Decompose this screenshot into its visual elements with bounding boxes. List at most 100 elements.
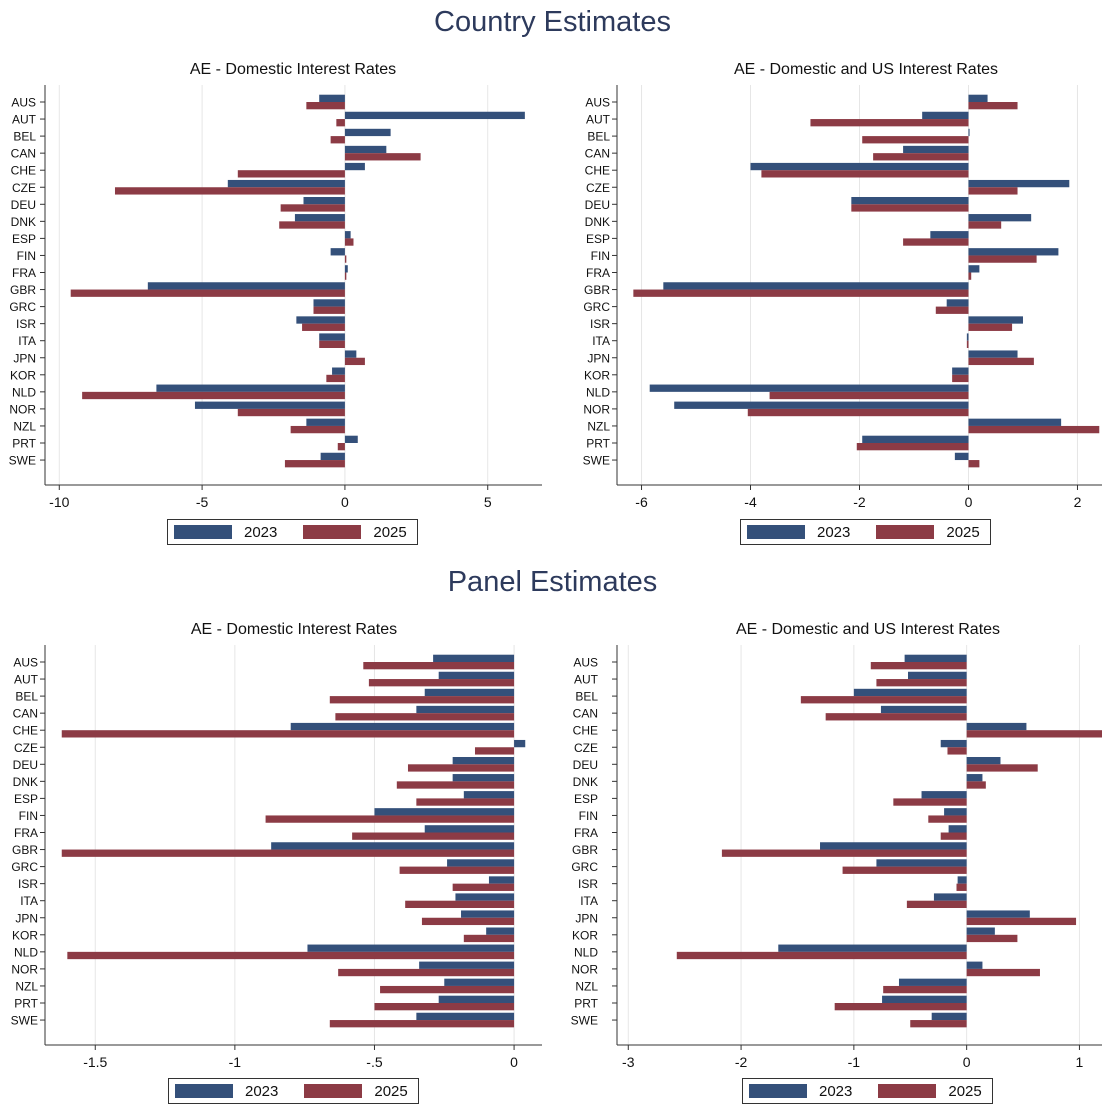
- category-label-che: CHE: [573, 724, 598, 738]
- bar-nzl-2025: [883, 985, 967, 994]
- bar-aus-2023: [319, 94, 345, 102]
- category-label-cze: CZE: [14, 741, 38, 755]
- bar-kor-2025: [966, 934, 1018, 943]
- bar-bel-2025: [330, 136, 345, 144]
- category-label-isr: ISR: [16, 317, 36, 331]
- category-label-dnk: DNK: [573, 775, 598, 789]
- panel-estimates-title: Panel Estimates: [447, 566, 658, 598]
- category-label-fin: FIN: [19, 809, 38, 823]
- legend-country-domestic-us: 2023 2025: [740, 519, 991, 545]
- bar-can-2025: [873, 153, 969, 161]
- bar-grc-2025: [842, 866, 967, 874]
- legend-panel-domestic-us: 2023 2025: [742, 1078, 993, 1104]
- bar-swe-2023: [931, 1012, 967, 1021]
- category-label-gbr: GBR: [12, 843, 38, 857]
- bar-gbr-2023: [820, 842, 967, 850]
- bar-kor-2025: [463, 934, 515, 943]
- bar-nld-2025: [769, 391, 969, 400]
- bar-nzl-2023: [968, 418, 1062, 426]
- bar-cze-2023: [227, 179, 345, 188]
- bar-gbr-2025: [633, 289, 969, 297]
- x-tick-label: -2: [735, 1054, 748, 1070]
- category-label-ita: ITA: [18, 334, 36, 348]
- category-label-deu: DEU: [11, 198, 36, 212]
- bar-isr-2025: [302, 323, 345, 331]
- chart-country-domestic-us: AE - Domestic and US Interest Rates AUS AU…: [583, 61, 1102, 510]
- bar-deu-2023: [851, 197, 969, 205]
- category-label-aus: AUS: [11, 96, 36, 110]
- category-label-swe: SWE: [583, 454, 610, 468]
- chart-country-domestic: AE - Domestic Interest Rates AUS AUT BEL CAN…: [9, 61, 542, 510]
- bar-cze-2023: [514, 739, 526, 748]
- bar-prt-2023: [438, 995, 515, 1003]
- legend-swatch-2025: [304, 1084, 363, 1098]
- bar-ita-2025: [405, 900, 515, 908]
- category-label-isr: ISR: [590, 317, 610, 331]
- category-label-nld: NLD: [12, 385, 36, 399]
- bar-che-2025: [237, 170, 345, 178]
- x-tick-label: 0: [510, 1054, 518, 1070]
- bar-can-2025: [825, 713, 967, 721]
- chart-title: AE - Domestic Interest Rates: [191, 621, 397, 638]
- category-label-isr: ISR: [578, 877, 598, 891]
- category-label-nzl: NZL: [575, 979, 598, 993]
- bar-esp-2023: [463, 791, 515, 799]
- bar-prt-2023: [862, 435, 969, 443]
- bar-che-2023: [344, 162, 365, 171]
- bar-esp-2025: [416, 798, 515, 806]
- x-tick-label: -6: [635, 494, 648, 510]
- bar-deu-2023: [452, 757, 515, 765]
- bar-can-2023: [880, 705, 967, 714]
- category-label-cze: CZE: [12, 181, 36, 195]
- category-label-esp: ESP: [12, 232, 36, 246]
- bar-bel-2023: [344, 128, 391, 137]
- category-label-aus: AUS: [13, 656, 38, 670]
- bar-nor-2023: [419, 961, 515, 969]
- category-label-grc: GRC: [583, 300, 610, 314]
- bar-grc-2023: [946, 299, 969, 307]
- category-label-bel: BEL: [15, 690, 38, 704]
- category-label-swe: SWE: [11, 1014, 38, 1028]
- legend-swatch-2025: [878, 1084, 937, 1098]
- bar-esp-2025: [344, 238, 354, 246]
- bar-bel-2023: [853, 688, 967, 697]
- bar-isr-2025: [452, 883, 515, 891]
- chart-title: AE - Domestic and US Interest Rates: [734, 61, 998, 78]
- category-label-nor: NOR: [571, 962, 598, 976]
- bar-nor-2025: [338, 968, 515, 977]
- category-label-nor: NOR: [11, 962, 38, 976]
- bar-aut-2025: [876, 679, 967, 687]
- category-label-esp: ESP: [586, 232, 610, 246]
- category-label-nld: NLD: [14, 945, 38, 959]
- bar-ita-2023: [455, 893, 515, 901]
- legend-item-2023: 2023: [175, 1083, 278, 1100]
- category-label-nor: NOR: [583, 402, 610, 416]
- chart-panel-domestic-us: AE - Domestic and US Interest Rates AUS AU…: [571, 621, 1102, 1070]
- bar-aus-2023: [433, 654, 515, 662]
- bar-gbr-2025: [721, 849, 967, 857]
- bar-dnk-2025: [966, 781, 986, 789]
- category-label-swe: SWE: [571, 1014, 598, 1028]
- category-label-kor: KOR: [572, 928, 598, 942]
- category-label-jpn: JPN: [575, 911, 598, 925]
- bar-swe-2023: [954, 452, 969, 461]
- category-label-aut: AUT: [12, 113, 37, 127]
- category-label-fin: FIN: [17, 249, 36, 263]
- legend-swatch-2023: [175, 1084, 233, 1098]
- chart-title: AE - Domestic Interest Rates: [190, 61, 396, 78]
- bar-dnk-2025: [396, 781, 515, 789]
- x-tick-label: -1: [848, 1054, 861, 1070]
- bar-esp-2023: [921, 791, 967, 799]
- category-label-grc: GRC: [9, 300, 36, 314]
- bar-dnk-2023: [968, 214, 1032, 222]
- bar-cze-2025: [947, 747, 967, 755]
- x-tick-label: 5: [484, 494, 492, 510]
- bar-deu-2023: [966, 757, 1001, 765]
- bar-can-2025: [344, 153, 421, 161]
- bar-ita-2025: [906, 900, 967, 908]
- bar-kor-2025: [952, 374, 969, 383]
- bar-che-2025: [966, 730, 1102, 738]
- x-tick-label: -2: [853, 494, 866, 510]
- chart-title: AE - Domestic and US Interest Rates: [736, 621, 1000, 638]
- bar-bel-2023: [968, 128, 970, 137]
